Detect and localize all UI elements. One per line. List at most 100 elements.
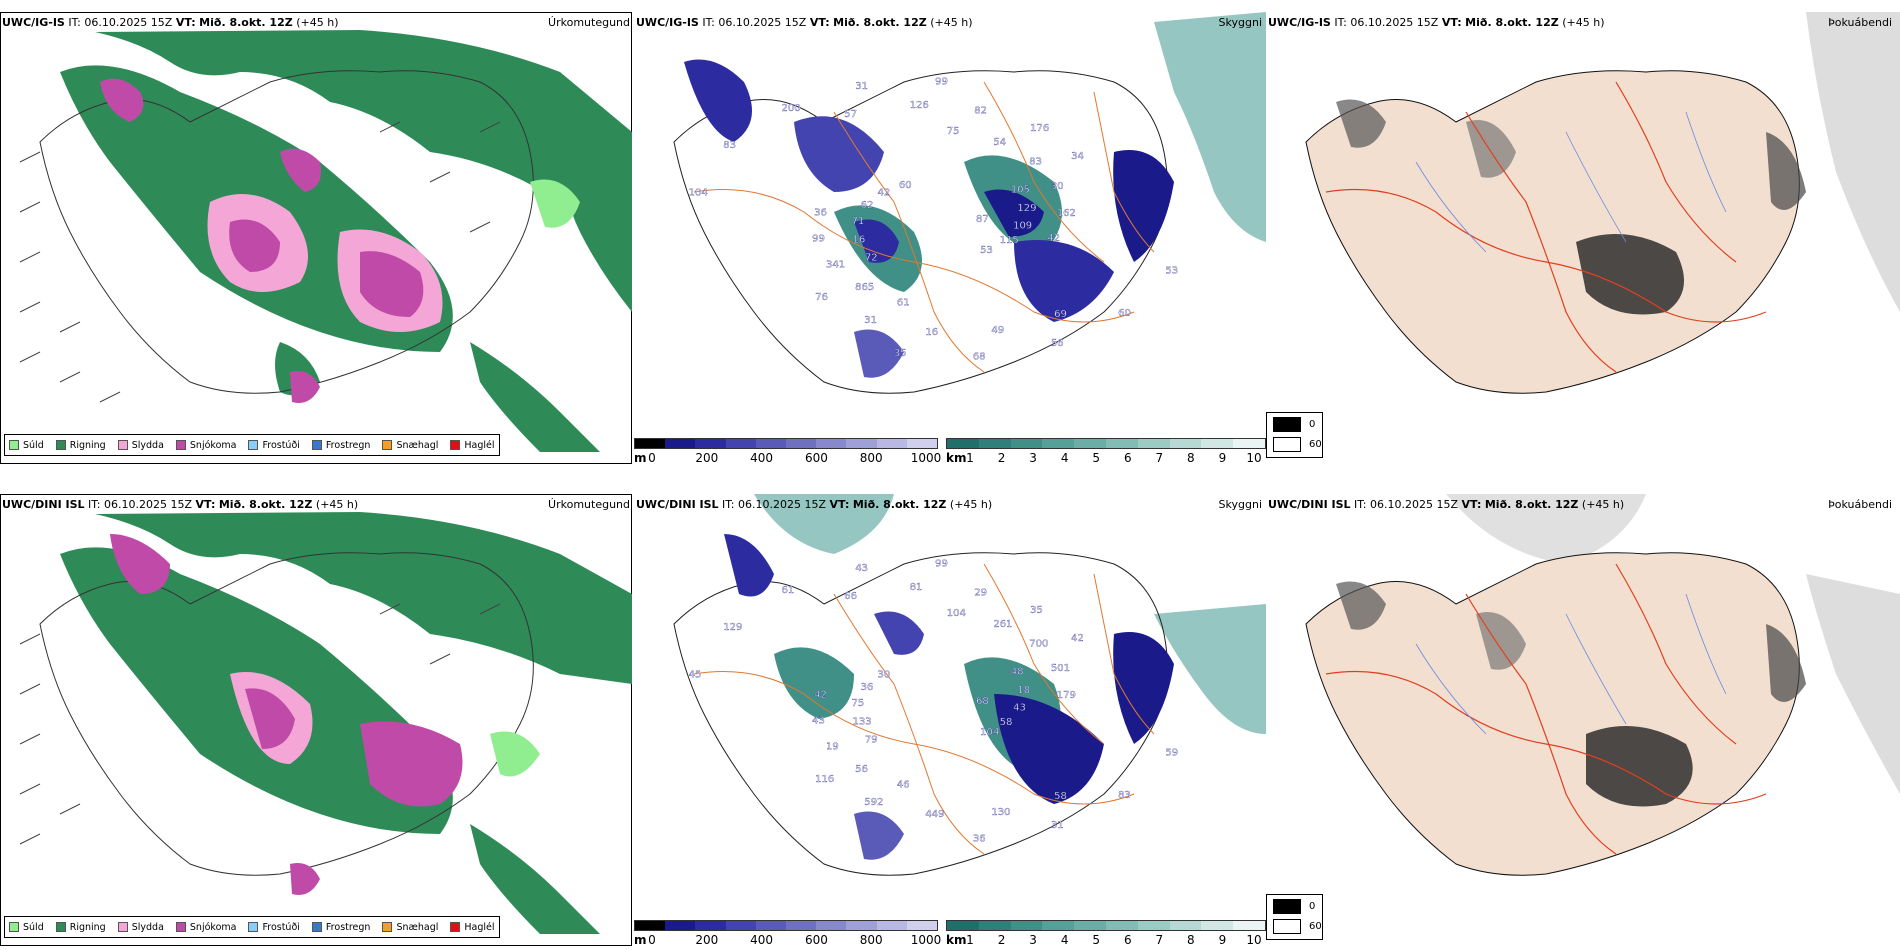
cloud-base-label: 66 xyxy=(844,591,857,602)
legend-swatch xyxy=(9,440,19,450)
model-id: UWC/IG-IS xyxy=(2,16,65,29)
colorbar-tick-label: 0 xyxy=(648,933,656,946)
cloud-base-label: 45 xyxy=(689,670,702,681)
colorbar-segment xyxy=(1074,439,1106,448)
panel-header-bottom-cloud: UWC/DINI ISL IT: 06.10.2025 15Z VT: Mið.… xyxy=(636,498,992,511)
colorbar-tick-label: 10 xyxy=(1246,451,1262,464)
cloud-base-label: 56 xyxy=(1051,338,1064,349)
fog-legend-swatch xyxy=(1273,899,1301,914)
fog-legend-swatch xyxy=(1273,417,1301,432)
colorbar-tick-label: 10 xyxy=(1246,933,1262,946)
cloud-base-label: 53 xyxy=(980,245,993,256)
cloud-base-label: 57 xyxy=(844,109,857,120)
colorbar-segment xyxy=(978,439,1011,448)
cloud-base-label: 99 xyxy=(935,76,948,87)
cloud-base-label: 42 xyxy=(814,689,827,700)
precip-panel-bottom: UWC/DINI ISL IT: 06.10.2025 15Z VT: Mið.… xyxy=(0,494,632,946)
legend-item-rigning: Rigning xyxy=(55,922,106,933)
legend-item-haglel: Haglél xyxy=(450,922,495,933)
legend-item-suld: Súld xyxy=(9,922,44,933)
legend-item-frostudi: Frostúði xyxy=(248,440,300,451)
vt-value: Mið. 8.okt. 12Z xyxy=(199,16,293,29)
legend-item-frostudi: Frostúði xyxy=(248,921,300,933)
colorbar-segment xyxy=(665,921,696,930)
cloud-base-label: 61 xyxy=(897,298,910,309)
cloud-base-label: 83 xyxy=(723,140,736,151)
cloud-base-label: 501 xyxy=(1051,663,1070,674)
cloud-base-label: 79 xyxy=(865,734,878,745)
cloud-base-label: 83 xyxy=(1029,156,1042,167)
colorbar-segment xyxy=(846,921,877,930)
lead-time: (+45 h) xyxy=(930,16,973,29)
legend-label: Frostúði xyxy=(262,921,300,933)
cloud-map-top: 87 72 75 69 104 105 61 57 53 16 54 49 83 129 865 126 60 7… xyxy=(634,12,1266,432)
cloud-base-label: 62 xyxy=(861,200,874,211)
legend-swatch xyxy=(382,922,393,932)
cloud-base-label: 36 xyxy=(814,207,827,218)
vt-label: VT: xyxy=(1441,16,1462,29)
legend-label: Súld xyxy=(23,439,44,451)
fog-legend-label: 0 xyxy=(1309,419,1316,430)
colorbar-tick-label: 1000 xyxy=(910,451,942,464)
colorbar-tick-label: 800 xyxy=(859,933,883,946)
cloud-base-label: 104 xyxy=(947,608,966,619)
precip-legend: Súld Rigning Slydda Snjókoma Frostúði Fr… xyxy=(4,916,500,938)
ceiling-ticks: 0 200 400 600 800 1000 xyxy=(634,933,941,946)
cloud-base-label: 109 xyxy=(1013,220,1032,231)
colorbar-segment xyxy=(846,439,877,448)
colorbar-segment xyxy=(906,921,938,930)
cloud-base-label: 16 xyxy=(925,327,938,338)
colorbar-tick-label: 4 xyxy=(1060,933,1069,946)
cloud-base-label: 75 xyxy=(851,698,864,709)
it-label: IT: xyxy=(722,498,735,511)
fog-legend-label: 0 xyxy=(1309,901,1316,912)
legend-label: Frostregn xyxy=(325,921,371,933)
colorbar-segment xyxy=(1105,439,1138,448)
colorbar-tick-label: 200 xyxy=(695,451,719,464)
cloud-base-label: 341 xyxy=(826,260,845,271)
model-id: UWC/DINI ISL xyxy=(636,498,719,511)
legend-label: Slydda xyxy=(131,439,164,451)
colorbar-segment xyxy=(695,921,726,930)
colorbar-segment xyxy=(978,921,1011,930)
cloud-base-label: 99 xyxy=(812,234,825,245)
legend-label: Haglél xyxy=(464,439,495,451)
cloud-base-label: 36 xyxy=(973,833,986,844)
colorbar-segment xyxy=(755,921,787,930)
colorbar-segment xyxy=(1169,921,1202,930)
it-value: 06.10.2025 15Z xyxy=(84,16,173,29)
colorbar-segment xyxy=(816,921,847,930)
legend-item-frostregn: Frostregn xyxy=(311,921,371,933)
visibility-unit: km xyxy=(946,451,967,464)
fog-legend-row: 0 xyxy=(1273,417,1315,432)
legend-label: Súld xyxy=(23,921,44,933)
cloud-base-label: 43 xyxy=(855,563,868,574)
colorbar-tick-label: 2 xyxy=(997,451,1006,464)
cloud-base-label: 592 xyxy=(864,797,883,808)
colorbar-tick-label: 6 xyxy=(1123,451,1132,464)
cloud-base-label: 115 xyxy=(1000,235,1019,246)
cloud-base-label: 60 xyxy=(899,180,912,191)
cloud-base-label: 58 xyxy=(1054,791,1067,802)
cloud-base-label: 700 xyxy=(1029,638,1048,649)
cloud-panel-bottom: 68 79 104 58 45 48 46 66 59 133 261 130 129 18 56 81 83 7… xyxy=(634,494,1266,946)
cloud-base-label: 53 xyxy=(1165,265,1178,276)
colorbar-tick-label: 400 xyxy=(750,933,774,946)
legend-item-frostregn: Frostregn xyxy=(311,440,370,451)
colorbar-segment xyxy=(1010,439,1043,448)
colorbar-tick-label: 9 xyxy=(1218,451,1227,464)
legend-item-rigning: Rigning xyxy=(55,440,106,451)
cloud-base-label: 449 xyxy=(925,809,944,820)
ceiling-bar xyxy=(634,438,938,449)
colorbar-tick-label: 5 xyxy=(1092,451,1101,464)
cloud-base-label: 99 xyxy=(935,558,948,569)
cloud-base-label: 104 xyxy=(980,727,999,738)
legend-swatch xyxy=(450,440,461,450)
colorbar-segment xyxy=(786,921,817,930)
vt-label: VT: xyxy=(829,498,850,511)
it-label: IT: xyxy=(1334,16,1347,29)
fog-legend-label: 60 xyxy=(1309,921,1322,932)
colorbar-tick-label: 1 xyxy=(966,451,974,464)
cloud-base-label: 129 xyxy=(1017,203,1036,214)
